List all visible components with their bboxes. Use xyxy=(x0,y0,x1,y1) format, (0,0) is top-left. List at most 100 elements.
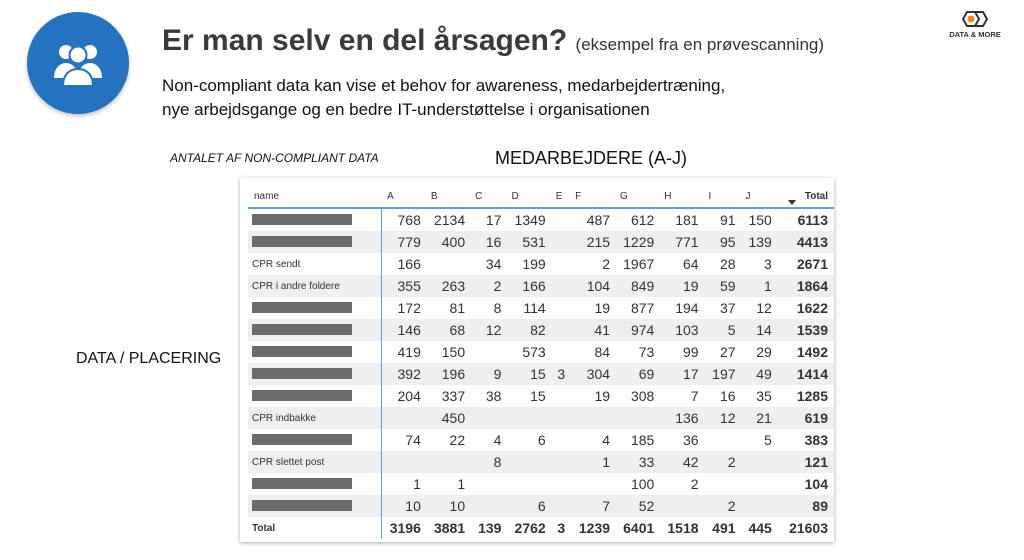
cell-value: 17 xyxy=(658,363,703,385)
cell-value: 146 xyxy=(381,319,425,341)
row-total: 121 xyxy=(775,451,834,473)
cell-value xyxy=(469,495,506,517)
cell-value: 445 xyxy=(748,520,772,536)
cell-value: 573 xyxy=(522,344,546,360)
cell-value: 1 xyxy=(739,275,776,297)
cell-value: 81 xyxy=(449,300,466,316)
row-name: CPR slettet post xyxy=(248,451,382,473)
column-header-i[interactable]: I xyxy=(702,185,740,209)
cell-value: 531 xyxy=(505,231,550,253)
cell-value xyxy=(549,451,570,473)
row-total: 1539 xyxy=(775,319,834,341)
cell-value: 215 xyxy=(569,231,615,253)
cell-value: 355 xyxy=(381,275,425,297)
logo: DATA & MORE xyxy=(944,10,1006,39)
column-header-d[interactable]: D xyxy=(505,185,550,209)
cell-value: 185 xyxy=(630,432,655,448)
cell-value: 12 xyxy=(469,319,506,341)
cell-value: 849 xyxy=(614,275,659,297)
cell-value xyxy=(550,385,569,407)
column-header-a[interactable]: A xyxy=(381,185,425,209)
table-row: 768 2134 17 1349 487 612 181 91 150 6113 xyxy=(248,208,834,231)
cell-value: 308 xyxy=(630,388,655,404)
row-total: 104 xyxy=(804,476,828,492)
cell-value: 7 xyxy=(569,495,615,517)
cell-value: 5 xyxy=(702,319,740,341)
matrix-table: name A B C D E F G H I J Total 768 2134 17 1349 487 612 1… xyxy=(240,178,834,542)
row-total: 89 xyxy=(775,495,834,517)
cell-value: 15 xyxy=(505,363,550,385)
cell-value: 450 xyxy=(424,407,470,429)
cell-value: 337 xyxy=(441,388,466,404)
column-header-b[interactable]: B xyxy=(424,185,470,209)
redaction-bar xyxy=(252,214,352,226)
cell-value xyxy=(549,275,570,297)
cell-value: 2 xyxy=(702,451,740,473)
cell-value: 3881 xyxy=(433,520,466,536)
row-name: CPR indbakke xyxy=(248,407,382,429)
cell-value: 491 xyxy=(712,520,736,536)
cell-value xyxy=(614,407,659,429)
cell-value: 38 xyxy=(485,388,502,404)
table-row: CPR i andre foldere 355 263 2 166 104 849 19 59 1… xyxy=(248,275,834,297)
cell-value: 3196 xyxy=(389,520,421,536)
redaction-bar xyxy=(252,478,352,490)
redacted-name xyxy=(248,385,382,407)
cell-value: 114 xyxy=(523,300,546,316)
table-row: 10 10 6 7 52 2 89 xyxy=(248,495,834,517)
column-header-f[interactable]: F xyxy=(569,185,615,209)
cell-value: 37 xyxy=(719,300,736,316)
cell-value: 1229 xyxy=(614,231,659,253)
cell-value: 35 xyxy=(756,388,772,404)
table-row: CPR indbakke 450 136 12 21 619 xyxy=(248,407,834,429)
cell-value: 263 xyxy=(424,275,470,297)
cell-value: 1 xyxy=(569,451,615,473)
column-header-e[interactable]: E xyxy=(549,185,570,209)
row-total: 1414 xyxy=(775,363,834,385)
cell-value xyxy=(658,495,703,517)
cell-value: 21 xyxy=(739,407,776,429)
cell-value: 2 xyxy=(602,256,611,272)
redaction-bar xyxy=(252,390,352,402)
cell-value xyxy=(550,208,569,231)
cell-value xyxy=(505,473,549,495)
column-header-j[interactable]: J xyxy=(739,185,776,209)
redacted-name xyxy=(248,473,382,495)
cell-value: 304 xyxy=(569,363,615,385)
people-icon xyxy=(54,45,102,87)
cell-value: 877 xyxy=(630,300,655,316)
hexagon-logo-icon xyxy=(961,11,989,27)
cell-value: 4 xyxy=(493,432,502,448)
redaction-bar xyxy=(252,346,352,358)
row-total: 619 xyxy=(775,407,834,429)
people-icon-badge xyxy=(27,12,129,114)
cell-value xyxy=(505,451,550,473)
cell-value: 1239 xyxy=(578,520,611,536)
cell-value: 196 xyxy=(424,363,470,385)
cell-value: 6 xyxy=(537,432,546,448)
column-header-g[interactable]: G xyxy=(614,185,659,209)
table-row: 172 81 8 114 19 877 194 37 12 1622 xyxy=(248,297,834,319)
cell-value: 19 xyxy=(594,300,611,316)
count-label: ANTALET AF NON-COMPLIANT DATA xyxy=(170,151,379,165)
cell-value: 52 xyxy=(614,495,659,517)
cell-value xyxy=(424,451,470,473)
cell-value: 1 xyxy=(413,476,421,492)
column-header-total[interactable]: Total xyxy=(775,185,834,209)
table-row: CPR slettet post 8 1 33 42 2 121 xyxy=(248,451,834,473)
redacted-name xyxy=(248,297,382,319)
cell-value: 779 xyxy=(381,231,425,253)
redaction-bar xyxy=(252,302,352,314)
cell-value: 1518 xyxy=(667,520,699,536)
table-row: 204 337 38 15 19 308 7 16 35 1285 xyxy=(248,385,834,407)
column-header-h[interactable]: H xyxy=(658,185,703,209)
table-row: 1 1 100 2 104 xyxy=(248,473,834,495)
cell-value: 400 xyxy=(424,231,470,253)
row-name: CPR i andre foldere xyxy=(248,275,382,297)
cell-value xyxy=(505,407,550,429)
cell-value: 1 xyxy=(457,476,466,492)
table-row: 146 68 12 82 41 974 103 5 14 1539 xyxy=(248,319,834,341)
cell-value: 2762 xyxy=(514,520,546,536)
column-header-c[interactable]: C xyxy=(469,185,506,209)
column-header-name[interactable]: name xyxy=(248,185,382,209)
